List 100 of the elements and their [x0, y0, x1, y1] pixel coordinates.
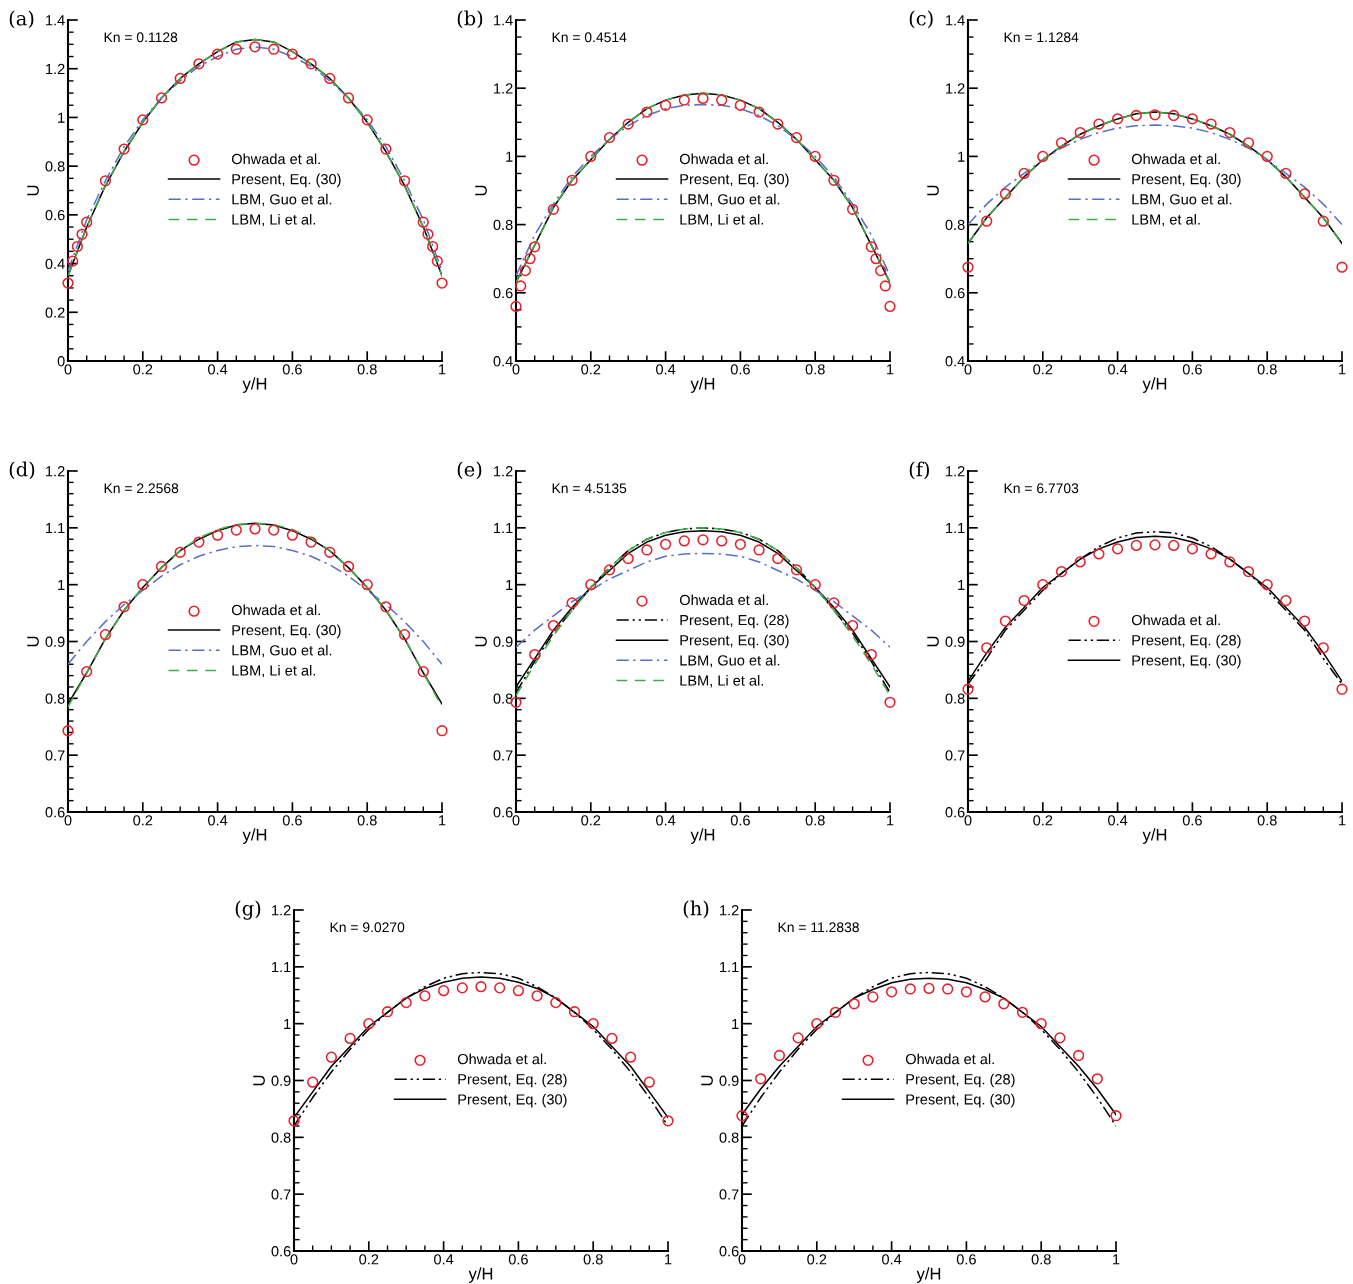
y-tick-label: 0.2 — [45, 307, 65, 318]
y-tick-label: 1.1 — [720, 962, 739, 973]
x-tick-label: 0.4 — [434, 1254, 454, 1265]
chart-title: (e) — [457, 461, 482, 480]
y-tick-label: 0.8 — [945, 693, 965, 704]
legend-label: LBM, Li et al. — [680, 213, 764, 227]
chart-title: (h) — [683, 900, 709, 919]
y-axis-title: U — [475, 185, 487, 196]
y-tick-label: 0.7 — [271, 1189, 291, 1200]
x-tick-label: 1 — [439, 815, 446, 826]
legend-label: Ohwada et al. — [679, 594, 768, 606]
x-tick-label: 0.4 — [882, 1254, 902, 1265]
y-tick-label: 1.2 — [946, 466, 965, 477]
y-tick-label: 0.4 — [493, 356, 513, 367]
y-tick-label: 1.1 — [272, 962, 291, 973]
y-tick-label: 1 — [284, 1018, 291, 1029]
legend-label: Present, Eq. (30) — [906, 1093, 1015, 1108]
x-tick-label: 0.8 — [357, 364, 377, 375]
x-tick-label: 0.6 — [730, 364, 750, 375]
y-tick-label: 1.1 — [494, 523, 513, 534]
y-tick-label: 0.9 — [45, 636, 65, 647]
annotation: Kn = 2.2568 — [104, 483, 179, 494]
legend-label: Present, Eq. (30) — [232, 173, 341, 188]
legend-label: LBM, Guo et al. — [232, 193, 332, 207]
y-tick-label: 0.4 — [45, 258, 65, 269]
y-axis-title: U — [927, 185, 939, 196]
y-tick-label: 0.8 — [45, 161, 65, 172]
annotation: Kn = 6.7703 — [1004, 483, 1079, 494]
x-tick-label: 0.4 — [656, 364, 676, 375]
y-tick-label: 0.6 — [719, 1246, 739, 1257]
y-tick-label: 1.2 — [946, 83, 965, 94]
legend-label: Present, Eq. (30) — [680, 173, 789, 188]
y-tick-label: 1.2 — [272, 905, 291, 916]
y-axis-title: U — [27, 185, 39, 196]
chart-title: (f) — [909, 461, 929, 480]
x-tick-label: 0.4 — [1108, 815, 1128, 826]
y-tick-label: 1.2 — [494, 83, 513, 94]
y-tick-label: 1 — [958, 151, 965, 162]
y-axis-title: U — [701, 1075, 713, 1086]
x-tick-label: 1 — [887, 815, 894, 826]
y-tick-label: 1 — [958, 579, 965, 590]
y-tick-label: 0.8 — [719, 1132, 739, 1143]
legend-label: Present, Eq. (30) — [1132, 654, 1241, 669]
legend-label: Present, Eq. (28) — [680, 614, 789, 629]
legend-label: Ohwada et al. — [231, 153, 320, 165]
annotation: Kn = 4.5135 — [552, 483, 627, 494]
y-tick-label: 0.9 — [945, 636, 965, 647]
x-tick-label: 1 — [1113, 1254, 1120, 1265]
x-tick-label: 0.6 — [730, 815, 750, 826]
x-axis-title: y/H — [916, 1267, 941, 1283]
y-tick-label: 0.4 — [945, 356, 965, 367]
chart-title: (d) — [9, 461, 35, 480]
y-tick-label: 1.1 — [46, 523, 65, 534]
y-tick-label: 1.2 — [46, 63, 65, 74]
y-tick-label: 1.4 — [946, 15, 965, 26]
y-tick-label: 0.6 — [271, 1246, 291, 1257]
y-tick-label: 1.2 — [46, 466, 65, 477]
y-tick-label: 0 — [57, 356, 65, 367]
x-tick-label: 0.2 — [133, 364, 153, 375]
x-tick-label: 0.8 — [805, 364, 825, 375]
y-tick-label: 0.8 — [493, 219, 513, 231]
annotation: Kn = 0.1128 — [104, 32, 178, 43]
x-tick-label: 0.8 — [1031, 1254, 1051, 1265]
legend-label: LBM, Guo et al. — [680, 654, 780, 668]
legend-label: Ohwada et al. — [905, 1053, 994, 1065]
y-tick-label: 0.6 — [45, 807, 65, 818]
y-tick-label: 0.9 — [493, 636, 513, 647]
x-axis-title: y/H — [690, 828, 715, 844]
legend-label: Ohwada et al. — [1131, 153, 1220, 165]
legend-label: Present, Eq. (30) — [458, 1093, 567, 1108]
y-tick-label: 0.7 — [719, 1189, 739, 1200]
y-axis-title: U — [927, 636, 939, 647]
chart-title: (c) — [909, 10, 933, 29]
x-tick-label: 0.8 — [805, 815, 825, 826]
x-tick-label: 0.6 — [1182, 815, 1202, 826]
y-tick-label: 0.6 — [493, 807, 513, 818]
legend-label: Present, Eq. (28) — [458, 1073, 567, 1088]
x-tick-label: 0.6 — [282, 364, 302, 375]
y-tick-label: 0.7 — [45, 750, 65, 761]
y-tick-label: 1.1 — [946, 523, 965, 534]
y-tick-label: 0.9 — [271, 1075, 291, 1086]
y-tick-label: 1 — [58, 112, 65, 123]
x-tick-label: 0.2 — [1033, 364, 1053, 375]
x-tick-label: 0.2 — [359, 1254, 379, 1265]
legend-label: Present, Eq. (30) — [232, 624, 341, 639]
y-tick-label: 1.2 — [720, 905, 739, 916]
x-tick-label: 0 — [738, 1254, 746, 1265]
legend-label: LBM, Guo et al. — [232, 644, 332, 658]
y-tick-label: 1 — [506, 151, 513, 162]
annotation: Kn = 11.2838 — [778, 922, 859, 933]
x-tick-label: 0.6 — [1182, 364, 1202, 375]
x-tick-label: 0.4 — [1108, 364, 1128, 375]
y-axis-title: U — [475, 636, 487, 647]
y-tick-label: 0.8 — [271, 1132, 291, 1143]
chart-title: (g) — [235, 900, 261, 920]
legend-label: Ohwada et al. — [231, 604, 320, 616]
x-tick-label: 0.8 — [583, 1254, 603, 1265]
legend-label: Present, Eq. (30) — [680, 634, 789, 649]
y-tick-label: 1 — [506, 579, 513, 590]
legend-label: LBM, Li et al. — [232, 664, 316, 678]
